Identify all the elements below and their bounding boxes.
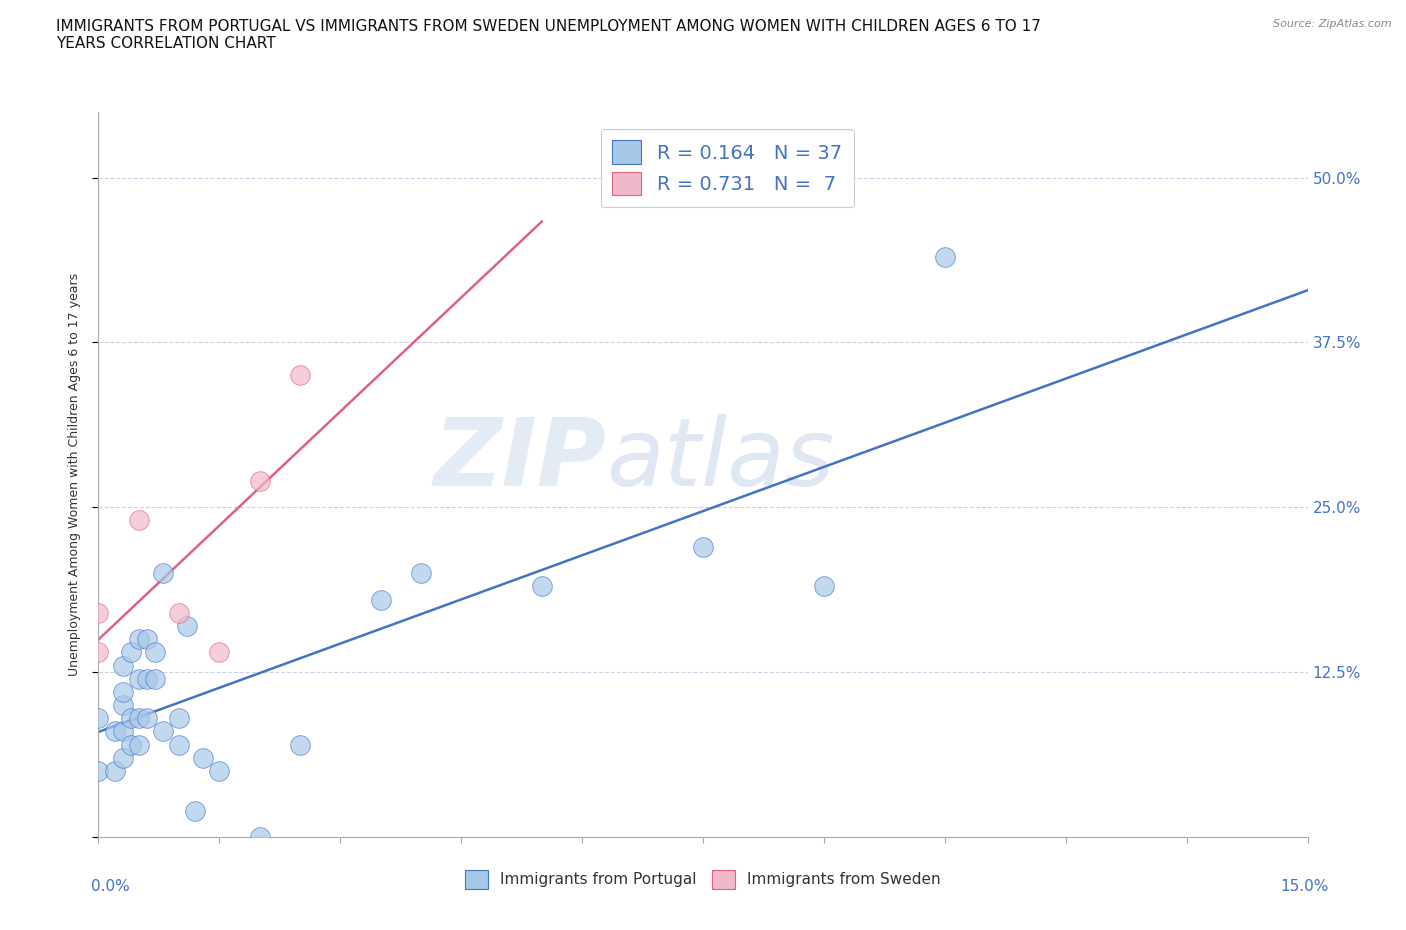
Point [934,249,956,264]
Point [128,513,150,528]
Point [128,737,150,752]
Point [152,724,174,739]
Text: atlas: atlas [606,414,835,505]
Point [128,631,150,646]
Point [813,579,835,594]
Point [128,671,150,686]
Point [249,830,271,844]
Point [208,644,231,659]
Point [176,618,198,633]
Point [288,737,311,752]
Point [370,592,392,607]
Point [87,764,110,778]
Text: ZIP: ZIP [433,414,606,506]
Point [87,644,110,659]
Point [103,764,125,778]
Point [135,671,157,686]
Point [249,473,271,488]
Point [111,658,134,673]
Point [152,565,174,580]
Point [167,711,190,725]
Y-axis label: Unemployment Among Women with Children Ages 6 to 17 years: Unemployment Among Women with Children A… [67,272,82,676]
Point [692,539,714,554]
Point [128,711,150,725]
Text: 0.0%: 0.0% [91,879,131,894]
Point [167,737,190,752]
Text: Source: ZipAtlas.com: Source: ZipAtlas.com [1274,19,1392,29]
Point [530,579,553,594]
Point [87,711,110,725]
Legend: Immigrants from Portugal, Immigrants from Sweden: Immigrants from Portugal, Immigrants fro… [458,864,948,895]
Point [111,684,134,699]
Point [87,605,110,620]
Point [288,368,311,383]
Point [409,565,432,580]
Text: IMMIGRANTS FROM PORTUGAL VS IMMIGRANTS FROM SWEDEN UNEMPLOYMENT AMONG WOMEN WITH: IMMIGRANTS FROM PORTUGAL VS IMMIGRANTS F… [56,19,1040,51]
Point [103,724,125,739]
Point [111,698,134,712]
Point [135,631,157,646]
Point [143,644,166,659]
Point [120,644,142,659]
Point [143,671,166,686]
Point [193,751,215,765]
Point [111,724,134,739]
Point [111,751,134,765]
Point [184,804,207,818]
Point [120,711,142,725]
Point [167,605,190,620]
Text: 15.0%: 15.0% [1281,879,1329,894]
Point [120,737,142,752]
Point [135,711,157,725]
Point [208,764,231,778]
